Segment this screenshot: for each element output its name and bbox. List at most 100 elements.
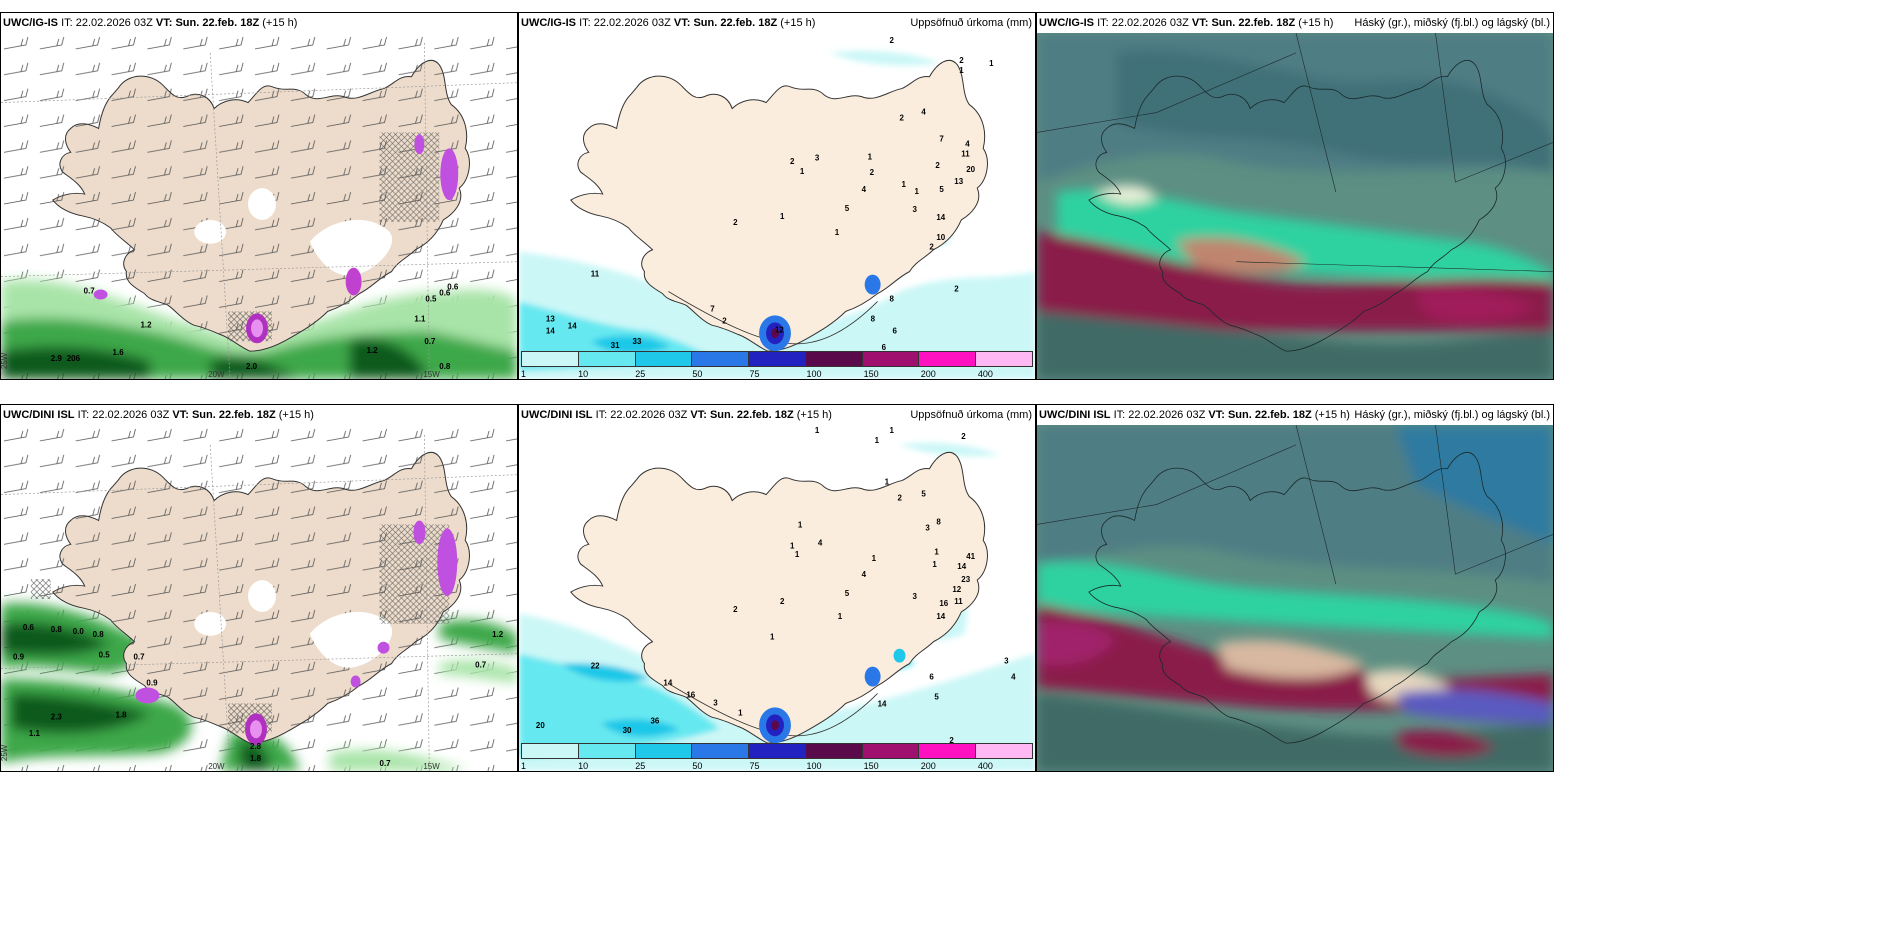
- wind-value-label: 0.8: [439, 362, 451, 371]
- precip-value-label: 1: [770, 633, 775, 642]
- field-title: Uppsöfnuð úrkoma (mm): [910, 17, 1032, 29]
- colorbar-tick-label: 200: [920, 369, 936, 379]
- precip-value-label: 1: [795, 550, 800, 559]
- wind-value-label: 0.9: [146, 679, 158, 688]
- lead-time: (+15 h): [1314, 409, 1350, 421]
- precip-colorbar: [521, 351, 1033, 367]
- wind-value-label: 1.6: [113, 348, 125, 357]
- precip-value-label: 7: [710, 304, 715, 313]
- precip-map[interactable]: 2 2 1 1 2 4 3 2 1 1 2 7 4 11 20 13 4 1 1 2 5 3 14 10 2 1 2 1 5 11 2 8 7 2…: [519, 33, 1035, 379]
- model-name: UWC/DINI ISL: [521, 409, 593, 421]
- svg-text:20W: 20W: [208, 762, 225, 771]
- precip-value-label: 3: [713, 698, 718, 707]
- wind-value-label: 0.7: [84, 287, 96, 296]
- precip-value-label: 1: [780, 212, 785, 221]
- colorbar-segment: [749, 352, 806, 366]
- colorbar-segment: [635, 744, 693, 758]
- precip-value-label: 1: [934, 547, 939, 556]
- it-value: 22.02.2026 03Z: [593, 17, 671, 29]
- colorbar-segment: [522, 352, 579, 366]
- precip-value-label: 11: [961, 149, 970, 158]
- wind-map[interactable]: 66N 65N 25W 20W 15W 0.7 0.6 0.5 0.6 1.2 1.1 0.…: [1, 33, 517, 379]
- colorbar-tick-label: 400: [977, 761, 993, 771]
- wind-value-label: 1.2: [140, 320, 152, 329]
- precip-value-label: 2: [733, 218, 738, 227]
- svg-text:15W: 15W: [423, 370, 440, 379]
- precip-value-label: 1: [885, 478, 890, 487]
- svg-text:15W: 15W: [423, 762, 440, 771]
- model-name: UWC/IG-IS: [1039, 17, 1094, 29]
- wind-value-labels: 0.6 0.8 0.0 0.8 0.9 0.5 0.7 1.2 0.7 0.9 2.3 1.8 1.1 2…: [13, 623, 504, 768]
- vt-value: Sun. 22.feb. 18Z: [191, 409, 276, 421]
- precip-value-label: 11: [954, 597, 963, 606]
- precip-map[interactable]: 1 1 1 2 1 2 5 8 3 1 1 1 4 1 1 41 4 1 14 23 12 11 5 3 16 14 2 2 1 1 22 6…: [519, 425, 1035, 771]
- precip-value-label: 6: [893, 326, 898, 335]
- colorbar-segment: [635, 352, 693, 366]
- precip-value-label: 4: [921, 108, 926, 117]
- precip-value-label: 4: [1011, 673, 1016, 682]
- precip-value-label: 2: [870, 168, 875, 177]
- colorbar-segment: [919, 744, 977, 758]
- precip-value-label: 1: [902, 180, 907, 189]
- precip-value-label: 2: [722, 316, 727, 325]
- cloud-map[interactable]: [1037, 33, 1553, 379]
- precip-value-label: 31: [611, 341, 620, 350]
- wind-value-label: 0.7: [380, 759, 392, 768]
- colorbar-tick-label: 200: [920, 761, 936, 771]
- precip-value-label: 14: [936, 612, 945, 621]
- vt-label: VT:: [172, 409, 189, 421]
- colorbar-tick-label: 10: [578, 761, 589, 771]
- colorbar-segment: [578, 744, 636, 758]
- colorbar-segment: [749, 744, 806, 758]
- wind-value-label: 2.9: [51, 354, 63, 363]
- cloud-map[interactable]: [1037, 425, 1553, 771]
- field-title: Háský (gr.), miðský (fj.bl.) og lágský (…: [1354, 17, 1550, 29]
- svg-text:20W: 20W: [208, 370, 225, 379]
- precip-value-labels: 22 11243211274112013411253141021215112872…: [546, 36, 994, 352]
- precip-value-label: 1: [790, 541, 795, 550]
- colorbar-tick-label: 1: [521, 761, 527, 771]
- it-value: 22.02.2026 03Z: [610, 409, 688, 421]
- precip-value-label: 2: [898, 494, 903, 503]
- wind-value-label: 1.2: [367, 346, 379, 355]
- wind-value-label: 2.0: [246, 362, 258, 371]
- vt-value: Sun. 22.feb. 18Z: [693, 17, 778, 29]
- precip-value-label: 1: [989, 59, 994, 68]
- precip-value-label: 14: [957, 562, 966, 571]
- lead-time: (+15 h): [796, 409, 832, 421]
- vt-label: VT:: [1208, 409, 1225, 421]
- colorbar-segment: [976, 352, 1033, 366]
- wind-map[interactable]: 66N 25W 20W 15W 0.6 0.8 0.0 0.8 0.9 0.5 0.7 1.2…: [1, 425, 517, 771]
- precip-value-label: 13: [546, 314, 555, 323]
- colorbar-segment: [805, 744, 863, 758]
- colorbar-segment: [578, 352, 636, 366]
- wind-value-label: 0.8: [93, 630, 105, 639]
- precip-value-label: 2: [733, 605, 738, 614]
- wind-value-label: 0.6: [447, 283, 459, 292]
- colorbar-tick-label: 150: [863, 369, 879, 379]
- lead-time: (+15 h): [262, 17, 298, 29]
- precip-value-label: 8: [890, 294, 895, 303]
- vt-value: Sun. 22.feb. 18Z: [1211, 17, 1296, 29]
- it-label: IT:: [77, 409, 90, 421]
- cloud-map-panel-igis: UWC/IG-IS IT: 22.02.2026 03Z VT: Sun. 22…: [1036, 12, 1554, 380]
- model-name: UWC/DINI ISL: [3, 409, 75, 421]
- wind-map-panel-igis: UWC/IG-IS IT: 22.02.2026 03Z VT: Sun. 22…: [0, 12, 518, 380]
- precip-value-label: 10: [936, 233, 945, 242]
- precip-value-label: 12: [775, 325, 784, 334]
- wind-value-label: 0.6: [23, 623, 35, 632]
- precip-value-label: 33: [633, 337, 642, 346]
- precip-value-label: 1: [838, 612, 843, 621]
- precip-value-label: 3: [925, 523, 930, 532]
- precip-value-label: 1: [872, 554, 877, 563]
- lead-time: (+15 h): [780, 17, 816, 29]
- wind-value-label: 0.9: [13, 653, 25, 662]
- precip-map-panel-dini: UWC/DINI ISL IT: 22.02.2026 03Z VT: Sun.…: [518, 404, 1036, 772]
- colorbar-tick-label: 1: [521, 369, 527, 379]
- svg-text:25W: 25W: [1, 352, 9, 369]
- precip-value-label: 2: [900, 114, 905, 123]
- colorbar-tick-label: 75: [749, 761, 760, 771]
- precip-value-label: 14: [878, 699, 887, 708]
- precip-value-label: 7: [939, 134, 944, 143]
- colorbar-segment: [919, 352, 977, 366]
